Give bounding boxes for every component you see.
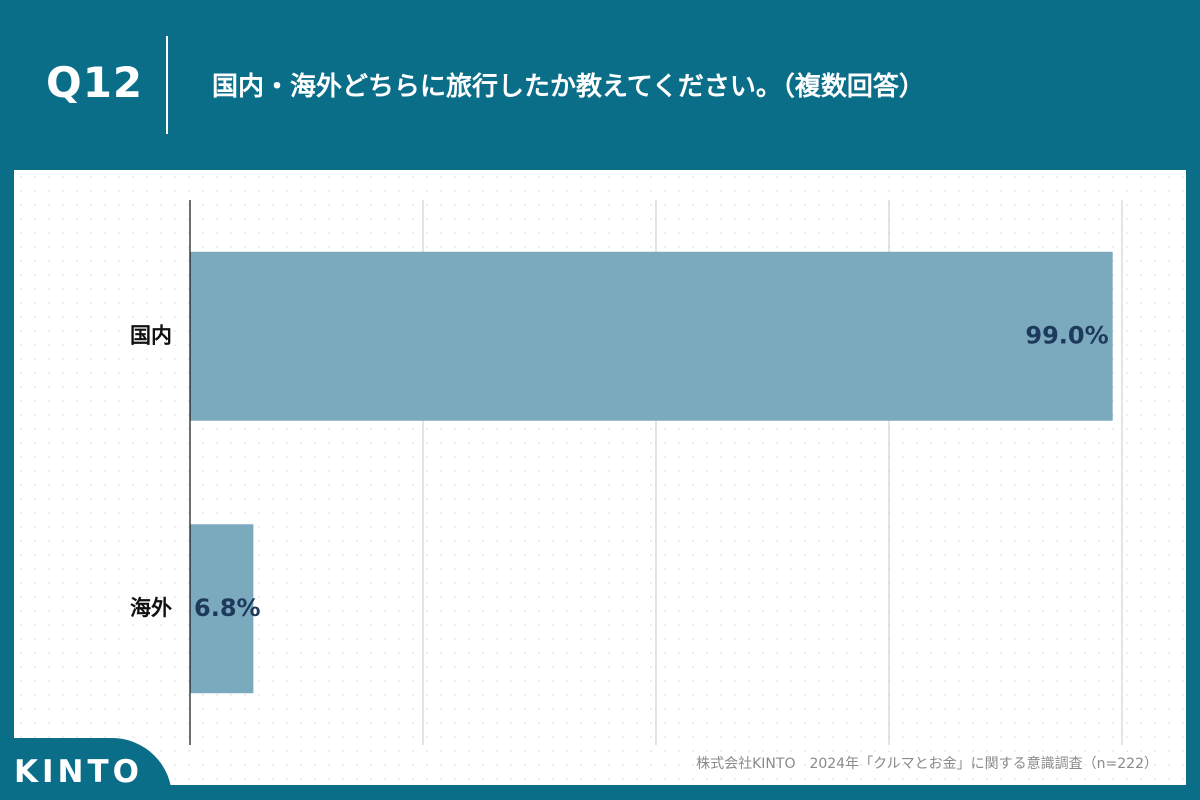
bar [190,251,1113,421]
bar-chart: 国内 99.0% 海外 6.8% [130,200,1123,745]
category-label: 国内 [130,323,172,347]
kinto-logo: KINTO [14,754,143,790]
question-title: 国内・海外どちらに旅行したか教えてください。（複数回答） [212,72,925,102]
category-label: 海外 [130,596,172,620]
header-divider [166,36,168,134]
value-label: 6.8% [194,594,261,622]
bar [190,524,254,694]
header: Q12 国内・海外どちらに旅行したか教えてください。（複数回答） [0,0,1200,170]
bars [190,251,1113,694]
value-label: 99.0% [1025,321,1108,349]
labels: 国内 99.0% 海外 6.8% [130,321,1109,622]
logo-tab [0,738,172,800]
question-number: Q12 [46,58,144,107]
source-note: 株式会社KINTO 2024年「クルマとお金」に関する意識調査（n=222） [696,756,1158,772]
chart-panel: 国内 99.0% 海外 6.8% 株式会社KINTO 2024年「クルマとお金」に関す… [14,170,1186,785]
